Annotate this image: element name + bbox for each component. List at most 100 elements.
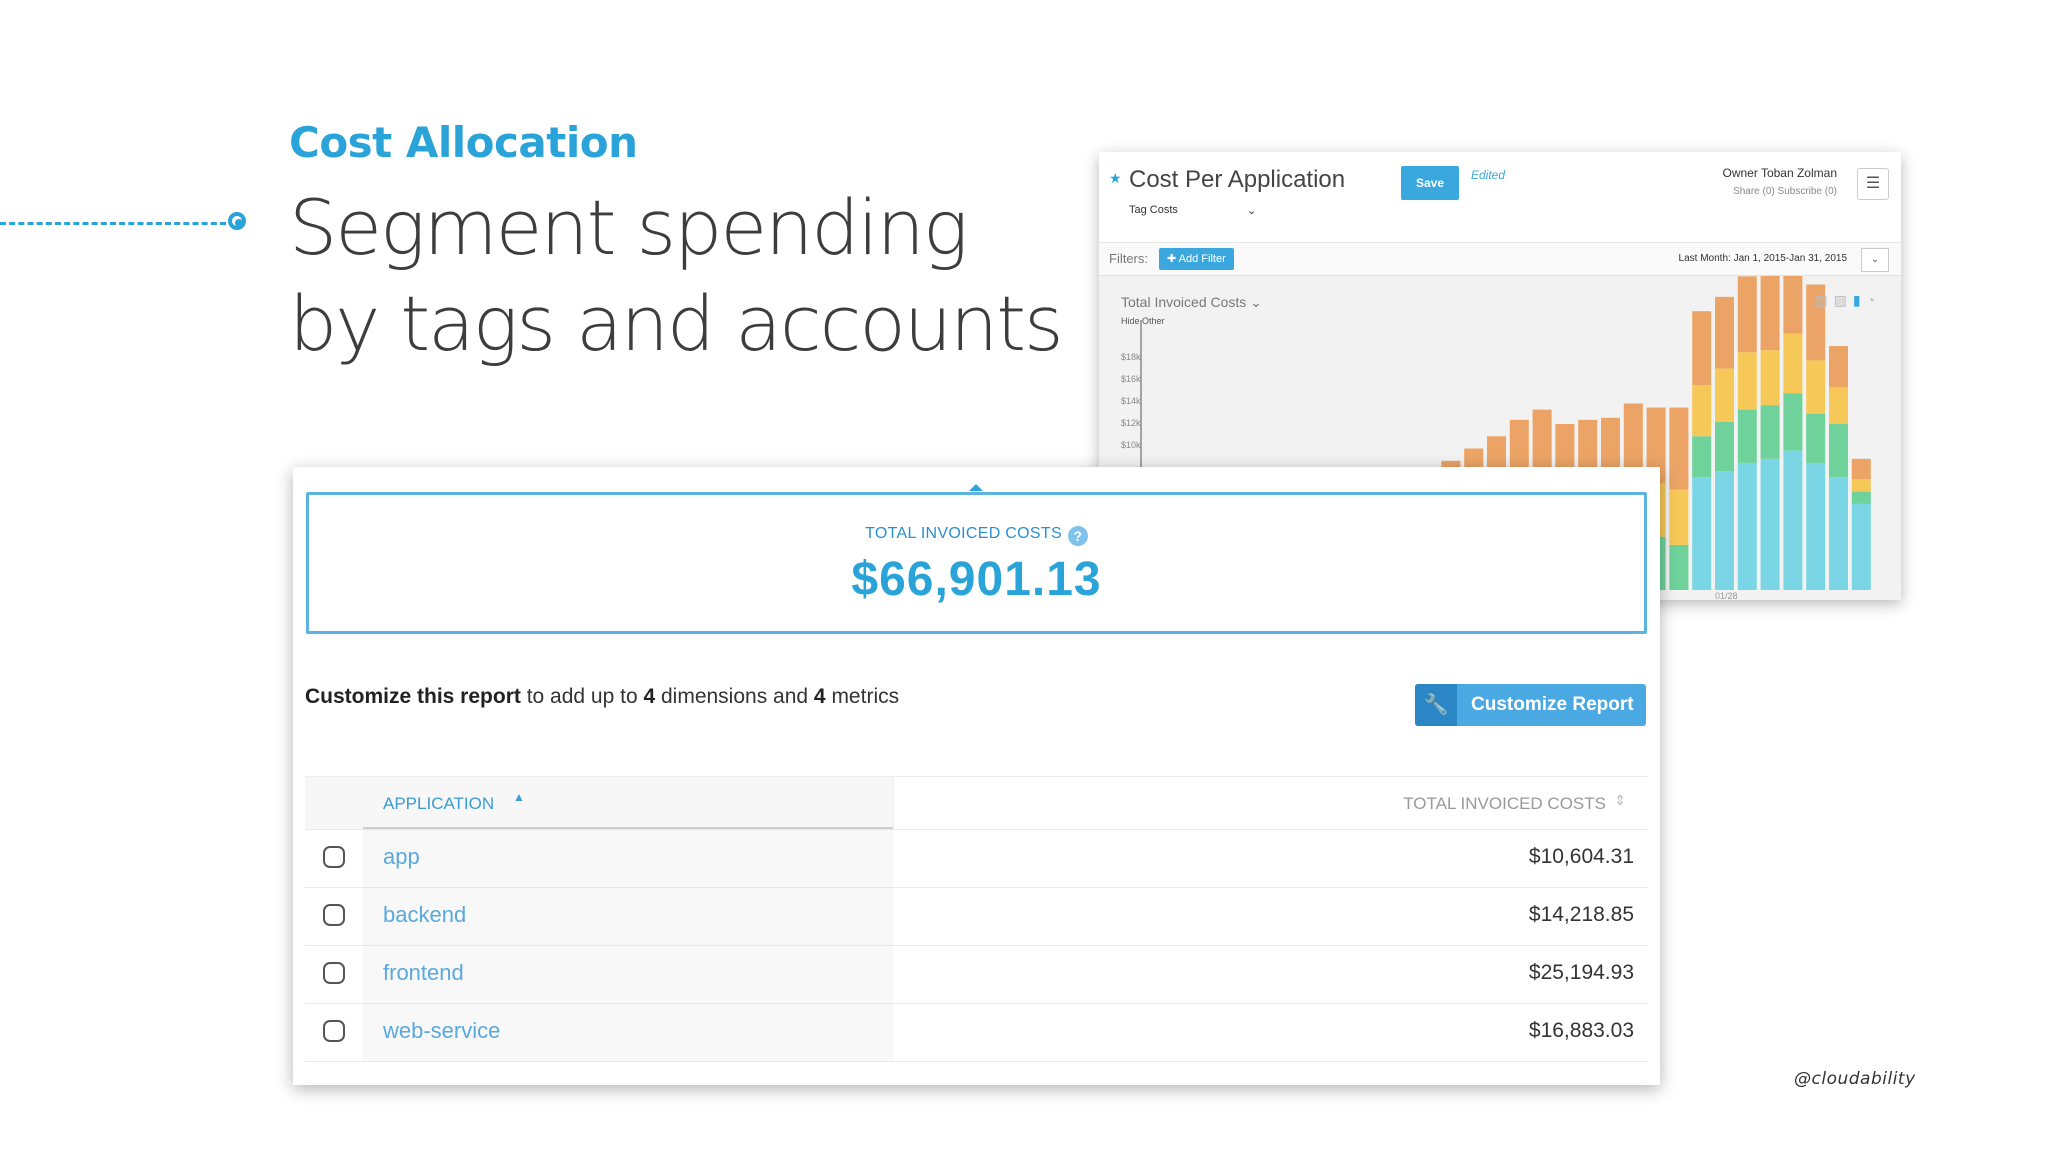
bar-segment[interactable] [1760, 458, 1780, 590]
customize-hint-text: metrics [825, 685, 900, 708]
column-header-application[interactable]: APPLICATION ▲ [363, 777, 893, 829]
bar-segment[interactable] [1851, 479, 1871, 492]
bar-segment[interactable] [1829, 346, 1848, 388]
chart-type-icons[interactable]: ▧▨▮◔ [1814, 292, 1881, 308]
table-row: backend $14,218.85 [305, 887, 1648, 945]
wrench-icon: 🔧 [1415, 684, 1457, 726]
bar-segment[interactable] [1737, 352, 1757, 410]
decorative-dashed-line [0, 222, 226, 225]
total-invoiced-costs-box: TOTAL INVOICED COSTS? $66,901.13 [306, 492, 1647, 634]
bar-segment[interactable] [1737, 462, 1757, 590]
y-tick-label: $10k [1121, 440, 1141, 450]
bar-segment[interactable] [1806, 284, 1826, 361]
y-tick-label: $14k [1121, 396, 1141, 406]
bar-segment[interactable] [1692, 311, 1712, 385]
save-button[interactable]: Save [1401, 166, 1459, 200]
bar-segment[interactable] [1715, 296, 1734, 369]
watermark: @cloudability [1794, 1069, 1916, 1089]
bar-segment[interactable] [1715, 368, 1734, 422]
hamburger-menu-icon[interactable]: ☰ [1857, 168, 1889, 200]
bar-segment[interactable] [1783, 333, 1803, 394]
report-header: ★ Cost Per Application Save Edited Owner… [1099, 152, 1901, 243]
table-row: web-service $16,883.03 [305, 1003, 1648, 1061]
hide-other-toggle[interactable]: Hide Other [1121, 316, 1165, 326]
y-tick-label: $12k [1121, 418, 1141, 428]
bar-segment[interactable] [1692, 385, 1712, 437]
y-tick-label: $18k [1121, 352, 1141, 362]
cost-value: $25,194.93 [1528, 961, 1634, 984]
bar-segment[interactable] [1715, 471, 1734, 590]
total-label: TOTAL INVOICED COSTS [865, 525, 1062, 542]
customize-hint: Customize this report to add up to 4 dim… [305, 685, 899, 709]
bar-segment[interactable] [1829, 387, 1848, 424]
bar-segment[interactable] [1829, 477, 1848, 590]
share-subscribe-links[interactable]: Share (0) Subscribe (0) [1733, 186, 1837, 197]
application-link[interactable]: app [383, 844, 420, 869]
date-range-label: Last Month: Jan 1, 2015-Jan 31, 2015 [1678, 253, 1847, 264]
metric-dropdown[interactable]: Total Invoiced Costs ⌄ [1121, 294, 1262, 310]
bar-segment[interactable] [1760, 276, 1780, 351]
report-summary-card: TOTAL INVOICED COSTS? $66,901.13 Customi… [293, 467, 1660, 1085]
bar-segment[interactable] [1783, 450, 1803, 590]
bar-segment[interactable] [1760, 350, 1780, 406]
dimension-count: 4 [643, 685, 656, 708]
bar-segment[interactable] [1737, 409, 1757, 463]
bar-segment[interactable] [1737, 276, 1757, 353]
column-header-total-invoiced-costs[interactable]: TOTAL INVOICED COSTS ⇕ [893, 777, 1648, 829]
application-link[interactable]: frontend [383, 960, 464, 985]
bar-segment[interactable] [1669, 407, 1689, 490]
bar-segment[interactable] [1783, 393, 1803, 451]
table-row: app $10,604.31 [305, 829, 1648, 887]
customize-report-button[interactable]: 🔧 Customize Report [1415, 684, 1646, 726]
row-checkbox[interactable] [323, 904, 345, 926]
bar-segment[interactable] [1715, 421, 1734, 472]
bar-segment[interactable] [1851, 503, 1871, 590]
bar-segment[interactable] [1806, 360, 1826, 414]
row-checkbox[interactable] [323, 846, 345, 868]
bar-segment[interactable] [1760, 405, 1780, 459]
application-link[interactable]: web-service [383, 1018, 501, 1043]
bar-segment[interactable] [1851, 458, 1871, 480]
bar-segment[interactable] [1783, 276, 1803, 334]
headline-line-1: Segment spending [289, 183, 968, 272]
bar-segment[interactable] [1829, 423, 1848, 478]
table-row: frontend $25,194.93 [305, 945, 1648, 1003]
bar-segment[interactable] [1806, 413, 1826, 463]
sort-ascending-icon[interactable]: ▲ [513, 790, 525, 804]
bar-segment[interactable] [1623, 403, 1643, 482]
section-eyebrow: Cost Allocation [289, 118, 638, 167]
report-title: Cost Per Application [1129, 166, 1346, 193]
bar-segment[interactable] [1532, 409, 1552, 480]
bullet-dot-icon [228, 212, 246, 230]
bar-segment[interactable] [1646, 407, 1666, 484]
application-cell: backend [363, 888, 893, 945]
column-application-label: APPLICATION [383, 794, 495, 813]
owner-label: Owner Toban Zolman [1722, 166, 1837, 180]
plus-icon: ✚ [1167, 253, 1179, 265]
bar-segment[interactable] [1806, 462, 1826, 590]
bar-segment[interactable] [1669, 544, 1689, 590]
row-checkbox[interactable] [323, 962, 345, 984]
chevron-down-icon[interactable]: ⌄ [1247, 205, 1257, 217]
report-subtitle-dropdown[interactable]: Tag Costs [1129, 204, 1178, 216]
date-dropdown-chevron-icon[interactable]: ⌄ [1861, 248, 1889, 272]
application-link[interactable]: backend [383, 902, 467, 927]
row-checkbox[interactable] [323, 1020, 345, 1042]
slide-headline: Segment spending by tags and accounts [289, 180, 1064, 372]
favorite-star-icon[interactable]: ★ [1109, 170, 1122, 186]
bar-segment[interactable] [1692, 436, 1712, 478]
add-filter-button[interactable]: ✚ Add Filter [1159, 248, 1234, 270]
metric-count: 4 [813, 685, 826, 708]
customize-hint-bold: Customize this report [305, 685, 521, 708]
sort-icon[interactable]: ⇕ [1614, 792, 1626, 808]
application-cell: web-service [363, 1004, 893, 1061]
question-circle-icon[interactable]: ? [1067, 526, 1088, 546]
bar-chart-icon[interactable]: ▮ [1852, 292, 1867, 308]
table-header: APPLICATION ▲ TOTAL INVOICED COSTS ⇕ [305, 776, 1648, 829]
filters-label: Filters: [1109, 251, 1148, 266]
y-tick-label: $16k [1121, 374, 1141, 384]
column-cost-label: TOTAL INVOICED COSTS [1403, 794, 1606, 813]
bar-segment[interactable] [1692, 477, 1712, 590]
bar-segment[interactable] [1851, 491, 1871, 504]
bar-segment[interactable] [1669, 489, 1689, 545]
